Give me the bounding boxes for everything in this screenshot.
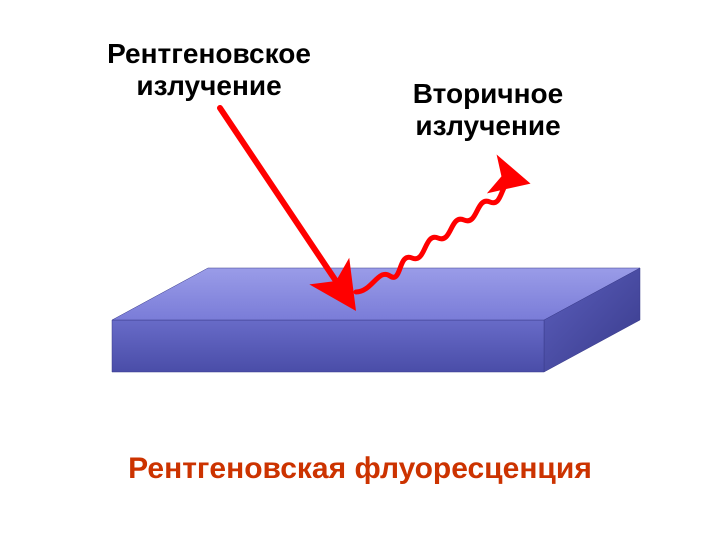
- diagram-caption: Рентгеновская флуоресценция: [100, 452, 620, 486]
- incident-radiation-label: Рентгеновское излучение: [74, 38, 344, 102]
- secondary-radiation-label: Вторичное излучение: [378, 78, 598, 142]
- slab-front-face: [112, 320, 544, 372]
